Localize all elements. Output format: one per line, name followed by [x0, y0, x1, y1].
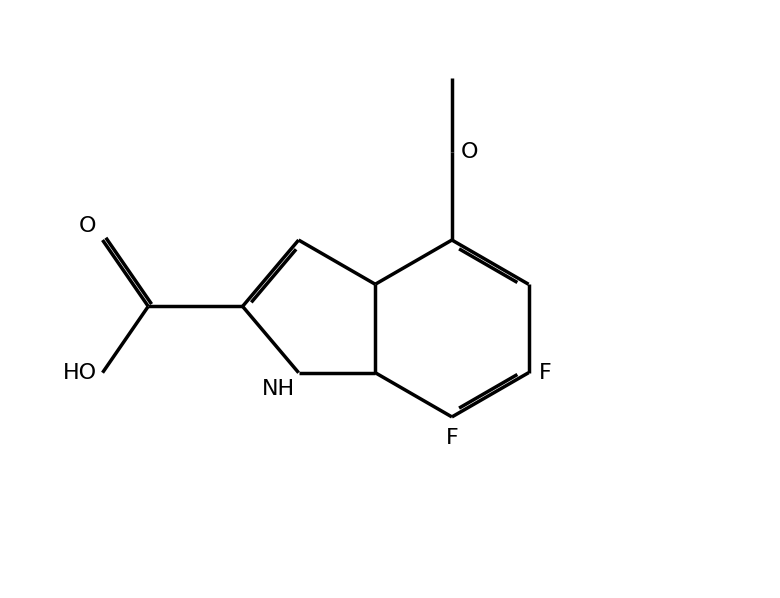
Text: NH: NH	[262, 379, 295, 399]
Text: HO: HO	[62, 363, 97, 383]
Text: O: O	[461, 142, 478, 161]
Text: F: F	[445, 428, 459, 448]
Text: O: O	[79, 216, 97, 236]
Text: F: F	[539, 363, 551, 383]
